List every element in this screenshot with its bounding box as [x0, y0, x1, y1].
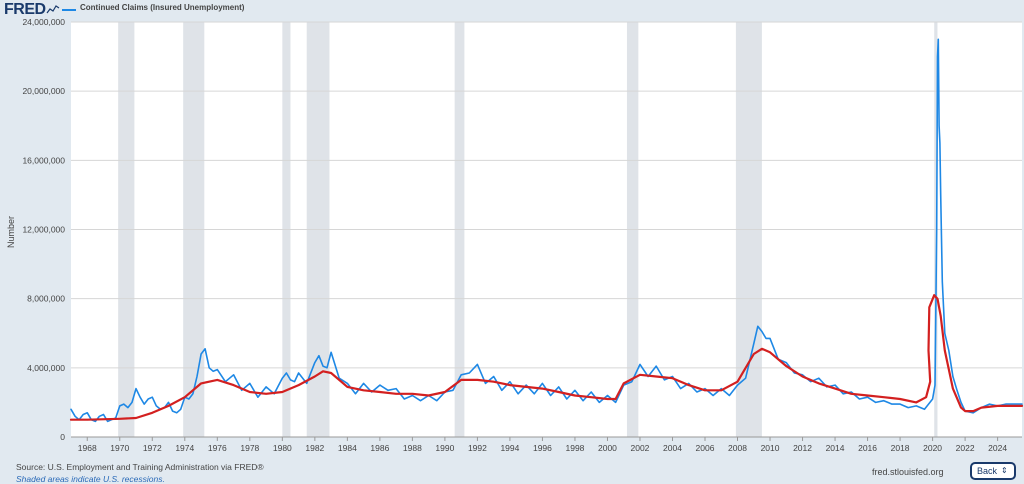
- x-tick-label: 2010: [761, 443, 780, 453]
- back-button[interactable]: Back ⇕: [970, 462, 1016, 480]
- y-tick-label: 16,000,000: [22, 155, 65, 165]
- x-tick-label: 1980: [273, 443, 292, 453]
- y-tick-label: 4,000,000: [27, 363, 65, 373]
- y-tick-label: 0: [60, 432, 65, 442]
- sparkline-icon: [46, 5, 60, 14]
- chart-header: FRED Continued Claims (Insured Unemploym…: [0, 0, 1024, 20]
- axes: 0 4,000,000 8,000,000 12,000,000 16,000,000 2…: [22, 17, 1022, 453]
- x-tick-label: 2008: [728, 443, 747, 453]
- x-tick-label: 2022: [956, 443, 975, 453]
- x-tick-label: 1990: [435, 443, 454, 453]
- y-tick-label: 20,000,000: [22, 86, 65, 96]
- x-tick-label: 1968: [78, 443, 97, 453]
- x-tick-label: 2006: [696, 443, 715, 453]
- up-down-arrows-icon: ⇕: [1001, 466, 1008, 475]
- y-tick-label: 24,000,000: [22, 17, 65, 27]
- red-annotation-line: [69, 294, 1024, 421]
- y-axis-label: Number: [6, 216, 16, 248]
- series-lines: [69, 38, 1024, 423]
- y-tick-label: 12,000,000: [22, 225, 65, 235]
- x-tick-label: 1996: [533, 443, 552, 453]
- x-tick-label: 1998: [565, 443, 584, 453]
- x-tick-label: 1974: [175, 443, 194, 453]
- site-link[interactable]: fred.stlouisfed.org: [872, 467, 944, 477]
- x-tick-label: 1982: [305, 443, 324, 453]
- line-chart: 0 4,000,000 8,000,000 12,000,000 16,000,000 2…: [6, 17, 1024, 453]
- x-tick-label: 1986: [370, 443, 389, 453]
- x-tick-label: 2002: [631, 443, 650, 453]
- source-note: Source: U.S. Employment and Training Adm…: [16, 462, 264, 472]
- x-tick-label: 2004: [663, 443, 682, 453]
- x-tick-label: 2012: [793, 443, 812, 453]
- y-tick-label: 8,000,000: [27, 294, 65, 304]
- x-tick-label: 2024: [988, 443, 1007, 453]
- x-tick-label: 1976: [208, 443, 227, 453]
- x-tick-label: 2016: [858, 443, 877, 453]
- x-tick-label: 2018: [891, 443, 910, 453]
- x-tick-label: 1970: [110, 443, 129, 453]
- legend-label: Continued Claims (Insured Unemployment): [80, 3, 245, 12]
- x-tick-label: 1988: [403, 443, 422, 453]
- continued-claims-line: [70, 38, 1023, 423]
- legend-swatch: [62, 9, 76, 11]
- x-tick-label: 1984: [338, 443, 357, 453]
- x-tick-label: 2000: [598, 443, 617, 453]
- x-tick-label: 1994: [500, 443, 519, 453]
- fred-logo[interactable]: FRED: [4, 1, 46, 18]
- x-tick-label: 1992: [468, 443, 487, 453]
- back-label: Back: [977, 466, 998, 476]
- x-tick-label: 1978: [240, 443, 259, 453]
- x-tick-label: 2020: [923, 443, 942, 453]
- x-tick-label: 1972: [143, 443, 162, 453]
- recession-note[interactable]: Shaded areas indicate U.S. recessions.: [16, 474, 165, 484]
- x-tick-label: 2014: [826, 443, 845, 453]
